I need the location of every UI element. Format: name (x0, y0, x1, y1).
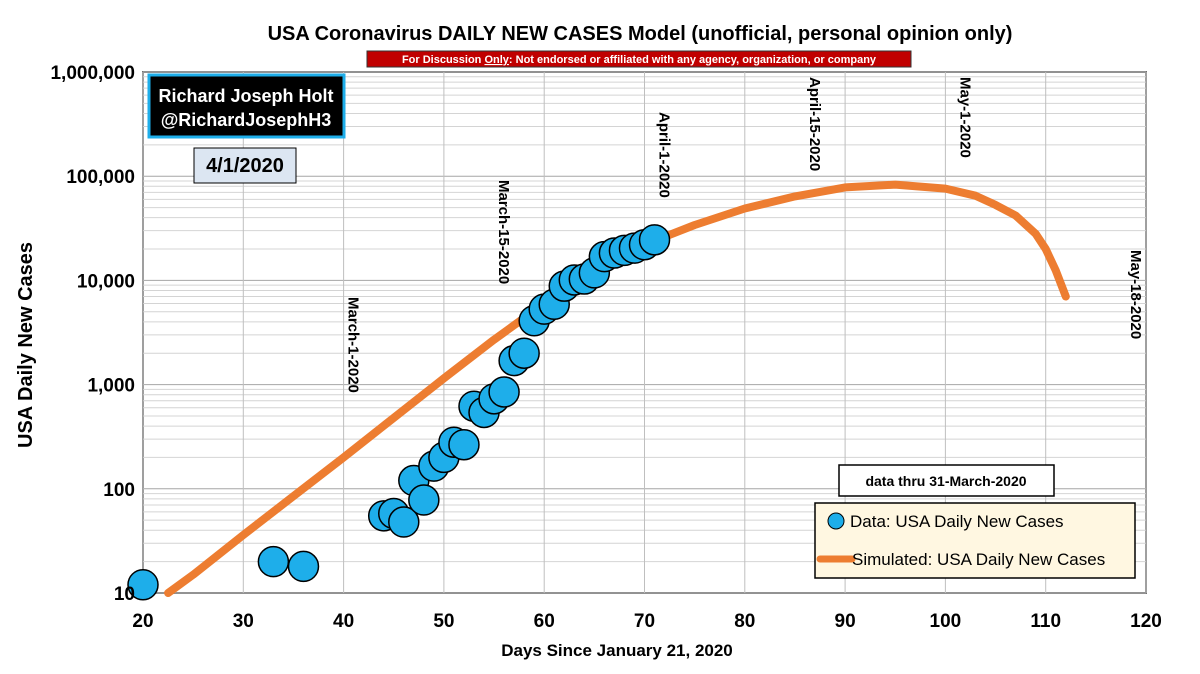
data-note-box: data thru 31-March-2020 (838, 464, 1055, 497)
y-axis-label: USA Daily New Cases (15, 242, 37, 448)
legend-simulated-label: Simulated: USA Daily New Cases (852, 550, 1105, 569)
x-tick-label: 40 (333, 611, 354, 632)
x-tick-label: 50 (433, 611, 454, 632)
x-tick-label: 30 (233, 611, 254, 632)
x-tick-label: 110 (1030, 611, 1061, 632)
data-point (408, 484, 440, 516)
x-tick-label: 100 (930, 611, 962, 632)
x-tick-label: 70 (634, 611, 655, 632)
y-tick-label: 10,000 (77, 271, 135, 292)
legend-data-marker (827, 512, 845, 530)
legend: Data: USA Daily New Cases Simulated: USA… (814, 502, 1136, 579)
author-box: Richard Joseph Holt @RichardJosephH3 (147, 73, 346, 139)
simulated-line (164, 180, 1070, 597)
data-point (488, 376, 520, 408)
data-point (388, 506, 420, 538)
date-markers: March-1-2020 March-15-2020 April-1-2020 Apr… (345, 77, 1144, 393)
data-point (508, 337, 540, 369)
data-point (638, 224, 671, 256)
data-point (127, 568, 159, 601)
simulated-series (164, 180, 1070, 597)
date-marker-label: March-15-2020 (495, 180, 512, 284)
date-marker-label: March-1-2020 (345, 297, 362, 393)
x-axis-ticks: 20 30 40 50 60 70 80 90 100 110 120 (132, 611, 1161, 632)
author-handle: @RichardJosephH3 (161, 110, 332, 130)
data-series (127, 224, 671, 601)
x-tick-label: 90 (835, 611, 856, 632)
data-note-text: data thru 31-March-2020 (865, 473, 1026, 489)
date-marker-label: April-1-2020 (656, 112, 673, 198)
data-point (257, 545, 290, 578)
x-axis-label: Days Since January 21, 2020 (501, 641, 733, 660)
x-tick-label: 60 (534, 611, 555, 632)
y-tick-label: 1,000 (87, 376, 135, 397)
date-marker-label: May-1-2020 (956, 77, 973, 158)
date-box: 4/1/2020 (193, 147, 297, 184)
x-tick-label: 80 (734, 611, 755, 632)
date-box-text: 4/1/2020 (206, 155, 284, 177)
y-tick-label: 100 (103, 480, 135, 501)
x-tick-label: 120 (1130, 611, 1162, 632)
legend-data-label: Data: USA Daily New Cases (850, 512, 1064, 531)
y-tick-label: 10 (114, 584, 135, 605)
chart-title: USA Coronavirus DAILY NEW CASES Model (u… (268, 23, 1013, 45)
data-point (287, 550, 320, 583)
data-point (448, 428, 480, 461)
y-axis-ticks: 10 100 1,000 10,000 100,000 1,000,000 (50, 63, 135, 605)
author-name: Richard Joseph Holt (158, 86, 333, 106)
disclaimer-text: For Discussion Only: Not endorsed or aff… (402, 54, 877, 66)
date-marker-label: April-15-2020 (806, 77, 823, 171)
x-tick-label: 20 (132, 611, 153, 632)
y-tick-label: 1,000,000 (50, 63, 135, 84)
date-marker-label: May-18-2020 (1127, 250, 1144, 339)
disclaimer-banner: For Discussion Only: Not endorsed or aff… (366, 50, 912, 68)
y-tick-label: 100,000 (66, 167, 135, 188)
